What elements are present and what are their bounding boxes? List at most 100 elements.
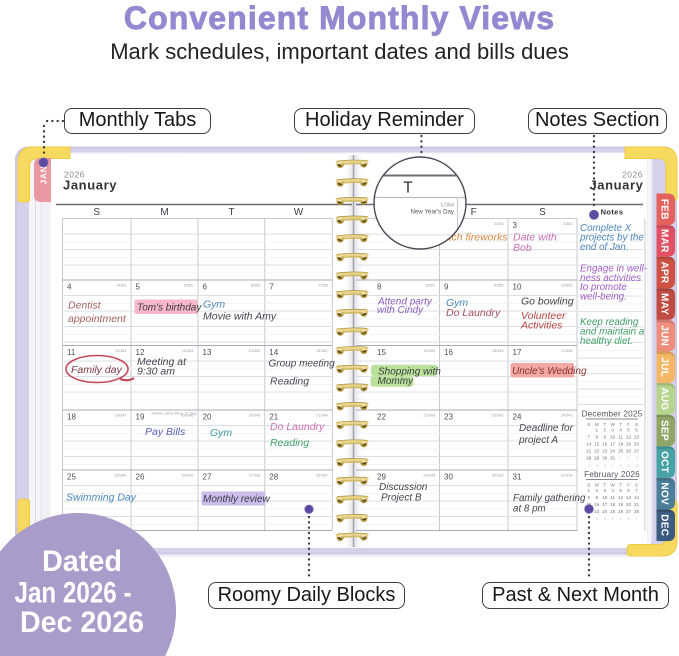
svg-text:Keep reading: Keep reading [580,317,639,328]
svg-text:6: 6 [635,427,638,432]
svg-text:26: 26 [136,473,145,482]
svg-text:AUG: AUG [659,387,670,410]
svg-text:Volunteer: Volunteer [521,310,566,322]
svg-text:24: 24 [602,509,608,514]
svg-text:6: 6 [203,283,208,292]
svg-text:12: 12 [136,348,145,357]
svg-text:18: 18 [618,442,624,447]
svg-text:New Year's Day: New Year's Day [411,209,455,216]
svg-text:26: 26 [618,509,624,514]
svg-text:Monthly review: Monthly review [203,494,270,505]
svg-text:16/349: 16/349 [492,349,504,353]
svg-text:SEP: SEP [659,420,670,441]
svg-text:18: 18 [610,502,616,507]
svg-text:8: 8 [377,283,382,292]
svg-text:2: 2 [595,516,598,521]
svg-text:1: 1 [619,456,622,461]
svg-text:12/353: 12/353 [182,349,194,353]
svg-text:23/342: 23/342 [492,413,504,417]
svg-text:25/340: 25/340 [115,473,127,477]
svg-text:21: 21 [269,413,278,422]
svg-text:27: 27 [626,509,632,514]
svg-text:Tom's birthday: Tom's birthday [137,303,202,314]
svg-text:Attend party: Attend party [377,297,433,308]
svg-text:T: T [619,422,622,427]
svg-text:2026: 2026 [622,170,643,180]
svg-text:9/356: 9/356 [494,283,504,287]
svg-text:1/364: 1/364 [440,203,454,209]
svg-text:19: 19 [626,442,632,447]
svg-text:19: 19 [136,413,145,422]
svg-text:20: 20 [626,502,632,507]
svg-text:14/351: 14/351 [316,349,328,353]
svg-text:January: January [589,178,643,193]
svg-text:JUL: JUL [659,357,670,377]
svg-text:22/343: 22/343 [423,413,435,417]
svg-text:Do Laundry: Do Laundry [446,307,501,319]
svg-text:to promote: to promote [580,282,627,293]
svg-text:S: S [635,422,638,427]
svg-text:23: 23 [594,509,600,514]
svg-text:Meeting at: Meeting at [137,356,187,368]
svg-text:18: 18 [67,413,76,422]
svg-text:5/360: 5/360 [184,283,194,287]
svg-text:M: M [595,483,599,488]
svg-text:Family day: Family day [71,364,123,376]
svg-text:16: 16 [444,348,453,357]
svg-text:8: 8 [619,463,622,468]
svg-text:F: F [627,422,630,427]
svg-text:10: 10 [513,283,522,292]
svg-text:11/354: 11/354 [115,349,126,353]
svg-text:9: 9 [595,495,598,500]
svg-text:21/344: 21/344 [316,413,328,417]
svg-text:19: 19 [618,502,624,507]
svg-text:S: S [587,483,590,488]
svg-text:healthy diet.: healthy diet. [580,336,633,347]
svg-text:4: 4 [588,463,591,468]
svg-text:Reading: Reading [270,437,309,449]
svg-text:8: 8 [595,434,598,439]
svg-text:Complete X: Complete X [580,223,632,234]
svg-text:Swimming Day: Swimming Day [66,492,137,504]
svg-text:Bob: Bob [513,242,532,254]
svg-text:3: 3 [635,456,638,461]
svg-text:3: 3 [603,516,606,521]
svg-text:T: T [603,483,606,488]
svg-text:15/350: 15/350 [423,349,435,353]
svg-text:S: S [93,207,100,218]
svg-text:2026: 2026 [64,170,85,180]
svg-text:projects by the: projects by the [579,233,644,244]
svg-text:25: 25 [610,509,616,514]
svg-text:10: 10 [634,463,640,468]
svg-text:Mommy: Mommy [378,376,415,387]
svg-text:2/363: 2/363 [494,222,504,226]
svg-text:December 2025: December 2025 [582,410,643,419]
svg-text:15: 15 [594,442,600,447]
svg-text:6: 6 [627,488,630,493]
svg-text:20/345: 20/345 [249,413,261,417]
svg-text:MAR: MAR [659,229,670,253]
svg-text:29/336: 29/336 [423,473,435,477]
svg-text:T: T [603,422,606,427]
svg-text:4: 4 [67,283,72,292]
svg-text:28: 28 [634,509,640,514]
svg-text:27/338: 27/338 [249,473,261,477]
svg-text:S: S [539,207,546,218]
svg-text:APR: APR [659,261,670,283]
svg-text:29: 29 [594,456,600,461]
svg-text:26/339: 26/339 [182,473,194,477]
svg-text:14: 14 [634,495,640,500]
svg-text:1: 1 [588,488,591,493]
svg-text:Deadline for: Deadline for [519,423,574,434]
svg-text:Dated: Dated [42,545,122,578]
svg-text:30: 30 [444,473,453,482]
svg-text:M: M [595,422,599,427]
svg-text:4: 4 [611,488,614,493]
svg-text:6/359: 6/359 [251,283,261,287]
svg-text:10: 10 [610,434,616,439]
svg-text:OCT: OCT [659,451,670,473]
svg-text:22: 22 [594,449,600,454]
svg-text:Project B: Project B [381,493,422,504]
svg-text:22: 22 [377,413,386,422]
svg-text:Activities: Activities [520,320,563,332]
